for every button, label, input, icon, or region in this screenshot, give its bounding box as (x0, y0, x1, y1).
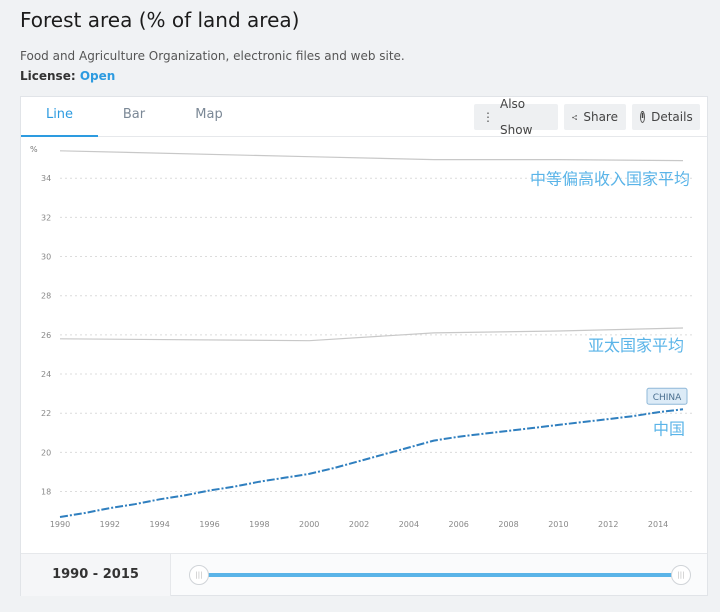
range-label: 1990 - 2015 (21, 554, 171, 596)
license-link[interactable]: Open (79, 69, 116, 83)
series-badge: CHINA (653, 393, 682, 403)
more-vertical-icon: ⋮ (482, 110, 494, 124)
source-note: Food and Agriculture Organization, elect… (20, 49, 405, 63)
y-tick-label: 30 (41, 253, 51, 262)
series-line (59, 327, 684, 342)
range-slider-track[interactable] (201, 573, 681, 577)
tab-line[interactable]: Line (21, 97, 98, 137)
details-label: Details (651, 110, 693, 124)
x-tick-label: 1992 (100, 520, 120, 529)
license-info: License: Open (20, 69, 115, 83)
tab-map[interactable]: Map (195, 107, 223, 122)
details-button[interactable]: i Details (632, 104, 700, 130)
x-tick-label: 2008 (498, 520, 518, 529)
series-line (59, 408, 684, 518)
x-tick-label: 2004 (399, 520, 419, 529)
line-chart: % 18 20 22 24 26 28 30 32 34 1990 1992 1994 1996 1998 2… (30, 145, 693, 529)
y-tick-label: 28 (41, 292, 51, 301)
x-tick-label: 2012 (598, 520, 618, 529)
x-tick-label: 2006 (449, 520, 469, 529)
x-tick-label: 1996 (199, 520, 219, 529)
y-tick-label: 24 (41, 370, 51, 379)
series-badge-box (646, 387, 688, 405)
chart-card: Line Bar Map ⋮ Also Show Share i Details… (20, 96, 708, 596)
range-end-handle[interactable]: ||| (671, 565, 691, 585)
series-label: 中等偏高收入国家平均 (530, 170, 690, 189)
y-tick-label: 18 (41, 488, 51, 497)
y-tick-label: 34 (41, 174, 51, 183)
y-tick-label: 26 (41, 331, 51, 340)
info-icon: i (640, 111, 646, 123)
x-tick-label: 1990 (50, 520, 70, 529)
x-tick-label: 1994 (150, 520, 170, 529)
also-show-button[interactable]: ⋮ Also Show (474, 97, 558, 137)
chart-tabs: Line Bar Map ⋮ Also Show Share i Details (21, 97, 707, 137)
x-tick-label: 2000 (299, 520, 319, 529)
series-label: 亚太国家平均 (588, 336, 684, 355)
y-tick-label: 20 (41, 448, 51, 457)
x-tick-label: 1998 (249, 520, 269, 529)
series-line (59, 150, 684, 162)
share-icon (572, 114, 577, 120)
y-tick-label: 22 (41, 409, 51, 418)
y-tick-label: 32 (41, 213, 51, 222)
series-label: 中国 (653, 419, 685, 438)
also-show-label: Also Show (500, 97, 533, 137)
tab-bar[interactable]: Bar (122, 107, 146, 122)
share-label: Share (583, 110, 618, 124)
y-axis-unit: % (30, 145, 38, 154)
range-footer: 1990 - 2015 ||| ||| (21, 553, 707, 596)
x-tick-label: 2010 (548, 520, 568, 529)
share-button[interactable]: Share (564, 104, 626, 130)
x-tick-label: 2002 (349, 520, 369, 529)
x-tick-label: 2014 (648, 520, 668, 529)
license-label: License: (20, 69, 76, 83)
page-title: Forest area (% of land area) (20, 8, 300, 32)
range-start-handle[interactable]: ||| (189, 565, 209, 585)
